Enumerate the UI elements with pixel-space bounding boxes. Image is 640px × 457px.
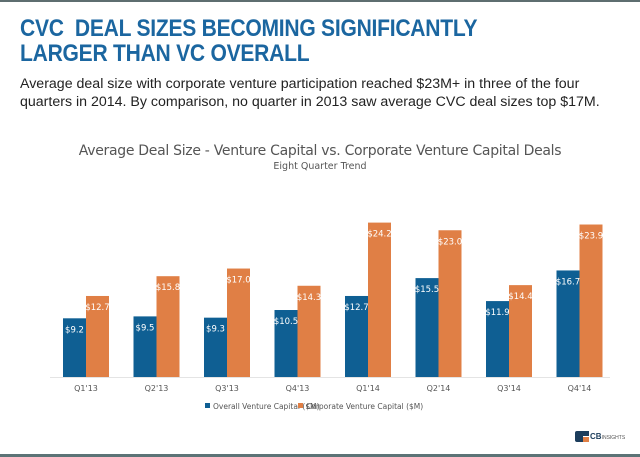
data-label: $15.5 <box>415 285 439 295</box>
x-tick-label: Q3'14 <box>497 384 521 393</box>
x-tick-label: Q4'13 <box>286 384 310 393</box>
data-label: $16.7 <box>556 277 580 287</box>
bar-cvc <box>368 222 391 377</box>
x-tick-label: Q2'13 <box>145 384 169 393</box>
data-label: $15.8 <box>156 283 180 293</box>
data-label: $10.5 <box>274 317 298 327</box>
legend-swatch-cvc <box>298 403 303 408</box>
bar-cvc <box>438 230 462 377</box>
data-label: $12.7 <box>344 303 368 313</box>
x-tick-label: Q1'14 <box>356 384 380 393</box>
bar-vc <box>274 310 298 377</box>
legend-swatch-vc <box>205 403 210 408</box>
bar-vc <box>556 270 580 377</box>
legend-label-cvc: Corporate Venture Capital ($M) <box>306 402 423 411</box>
bar-cvc <box>579 224 603 377</box>
bar-vc <box>204 317 227 377</box>
data-label: $14.4 <box>508 292 532 302</box>
chart-title: Average Deal Size - Venture Capital vs. … <box>78 143 562 159</box>
bar-vc <box>133 316 157 377</box>
bar-cvc <box>297 285 321 377</box>
bar-cvc <box>509 285 532 377</box>
top-border <box>0 0 640 2</box>
subtitle: Average deal size with corporate venture… <box>20 76 600 110</box>
x-tick-label: Q2'14 <box>427 384 451 393</box>
bottom-border <box>0 454 640 457</box>
data-label: $23.9 <box>579 232 603 242</box>
data-label: $9.5 <box>136 323 155 333</box>
logo-text: CBINSIGHTS <box>590 432 626 441</box>
x-tick-label: Q4'14 <box>568 384 592 393</box>
data-label: $11.9 <box>485 308 509 318</box>
bar-vc <box>345 295 368 377</box>
x-tick-label: Q3'13 <box>215 384 239 393</box>
chart-subtitle: Eight Quarter Trend <box>273 161 367 172</box>
cb-insights-logo: CBINSIGHTS <box>575 431 625 442</box>
bar-cvc <box>156 276 180 377</box>
bar-vc <box>63 318 86 377</box>
cb-insights-logo-icon <box>575 431 589 442</box>
data-label: $23.0 <box>438 237 462 247</box>
x-tick-label: Q1'13 <box>74 384 98 393</box>
bar-vc <box>486 301 509 377</box>
data-label: $9.3 <box>206 325 225 335</box>
legend-label-vc: Overall Venture Capital ($M) <box>213 402 320 411</box>
bar-cvc <box>86 295 109 377</box>
headline: CVC DEAL SIZES BECOMING SIGNIFICANTLY LA… <box>20 15 483 67</box>
data-label: $17.0 <box>226 276 250 286</box>
data-label: $14.3 <box>297 293 321 303</box>
data-label: $12.7 <box>85 303 109 313</box>
bar-cvc <box>227 268 250 377</box>
bar-vc <box>415 278 439 377</box>
data-label: $24.2 <box>367 230 391 240</box>
data-label: $9.2 <box>65 325 84 335</box>
